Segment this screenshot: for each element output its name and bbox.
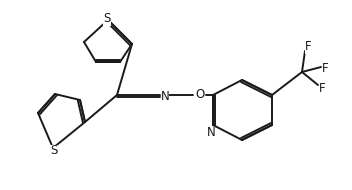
Text: F: F xyxy=(319,82,325,94)
Text: F: F xyxy=(305,40,311,54)
Text: N: N xyxy=(207,127,215,139)
Text: S: S xyxy=(50,145,58,158)
Text: N: N xyxy=(161,89,169,102)
Text: S: S xyxy=(103,13,111,25)
Text: F: F xyxy=(322,62,328,74)
Text: O: O xyxy=(195,89,205,101)
